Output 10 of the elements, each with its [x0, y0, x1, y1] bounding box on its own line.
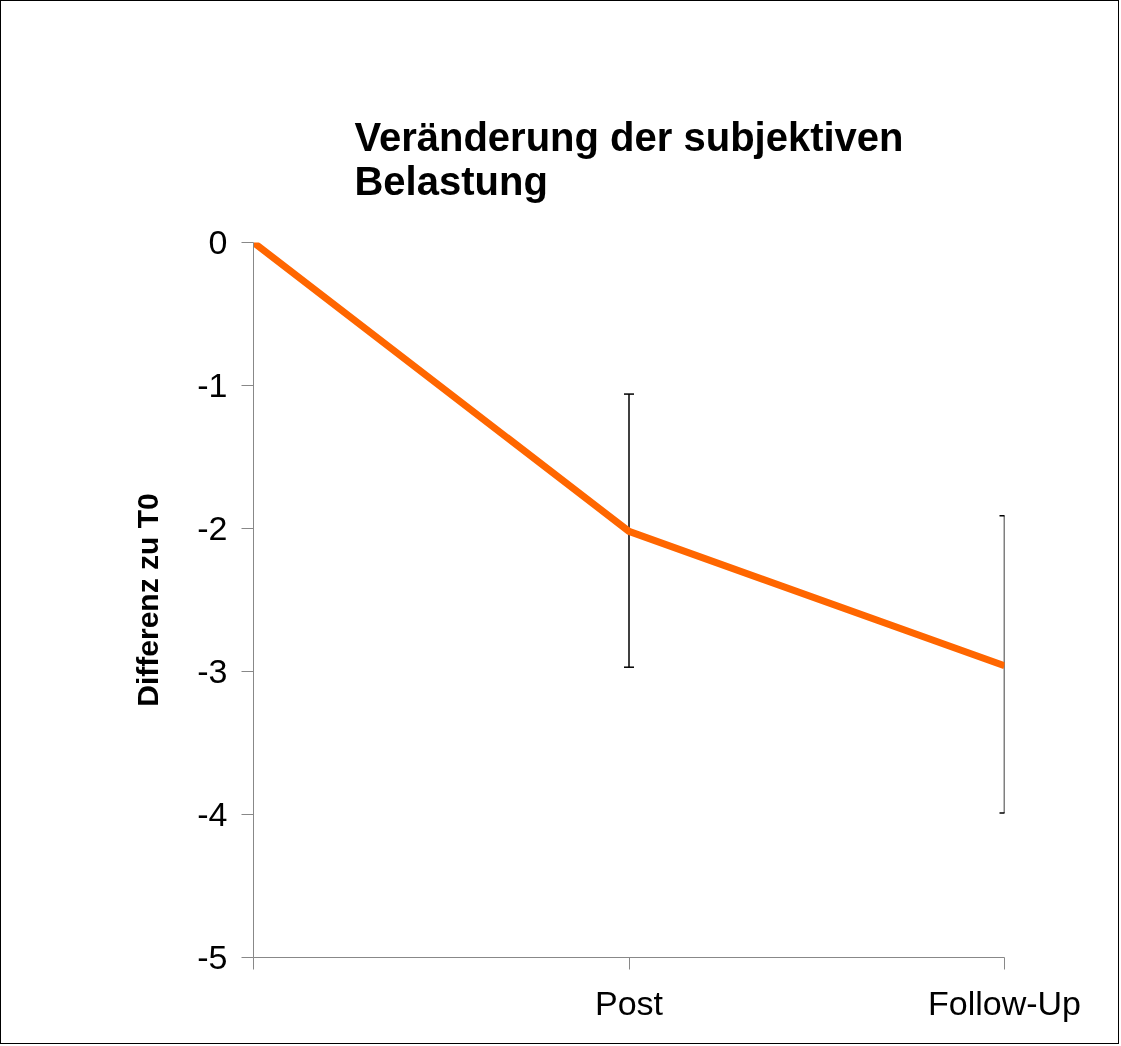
y-tick-label: -3 [197, 652, 228, 690]
x-tick-label: Follow-Up [927, 983, 1082, 1022]
y-tick-label: -2 [197, 509, 228, 547]
x-tick-label: Post [594, 983, 664, 1022]
y-axis-title: Differenz zu T0 [131, 493, 165, 707]
chart-title: Veränderung der subjektiven Belastung [354, 114, 904, 203]
y-tick-label: 0 [208, 223, 228, 261]
y-tick-label: -5 [197, 938, 228, 976]
y-tick-label: -4 [197, 795, 228, 833]
y-tick-label: -1 [197, 366, 228, 404]
